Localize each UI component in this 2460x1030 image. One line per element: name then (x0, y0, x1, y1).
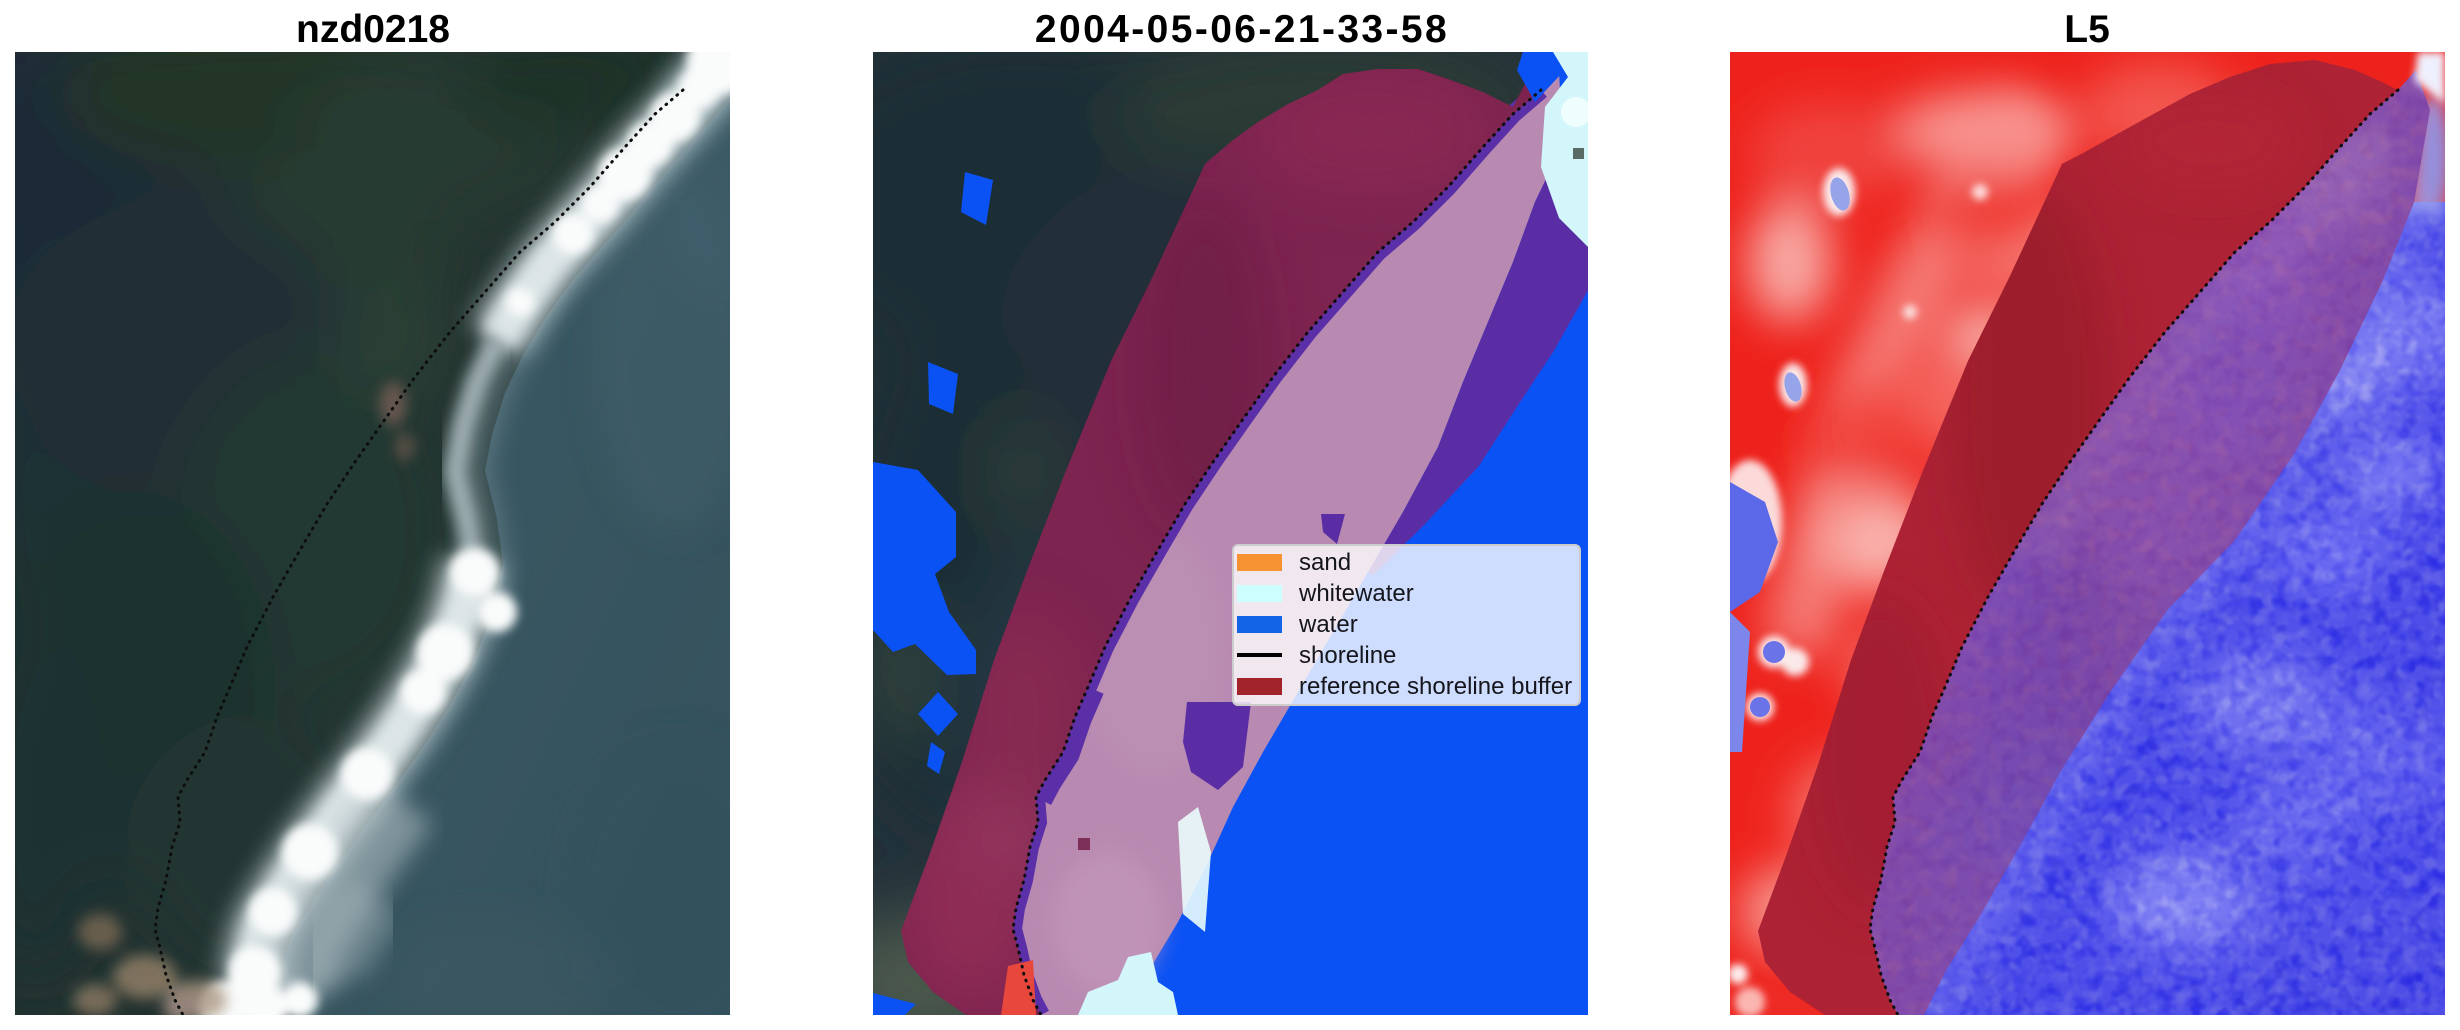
svg-text:whitewater: whitewater (1298, 580, 1414, 607)
svg-text:sand: sand (1299, 549, 1351, 576)
svg-text:shoreline: shoreline (1299, 642, 1396, 669)
svg-text:reference shoreline buffer: reference shoreline buffer (1299, 673, 1572, 700)
svg-text:water: water (1298, 611, 1358, 638)
